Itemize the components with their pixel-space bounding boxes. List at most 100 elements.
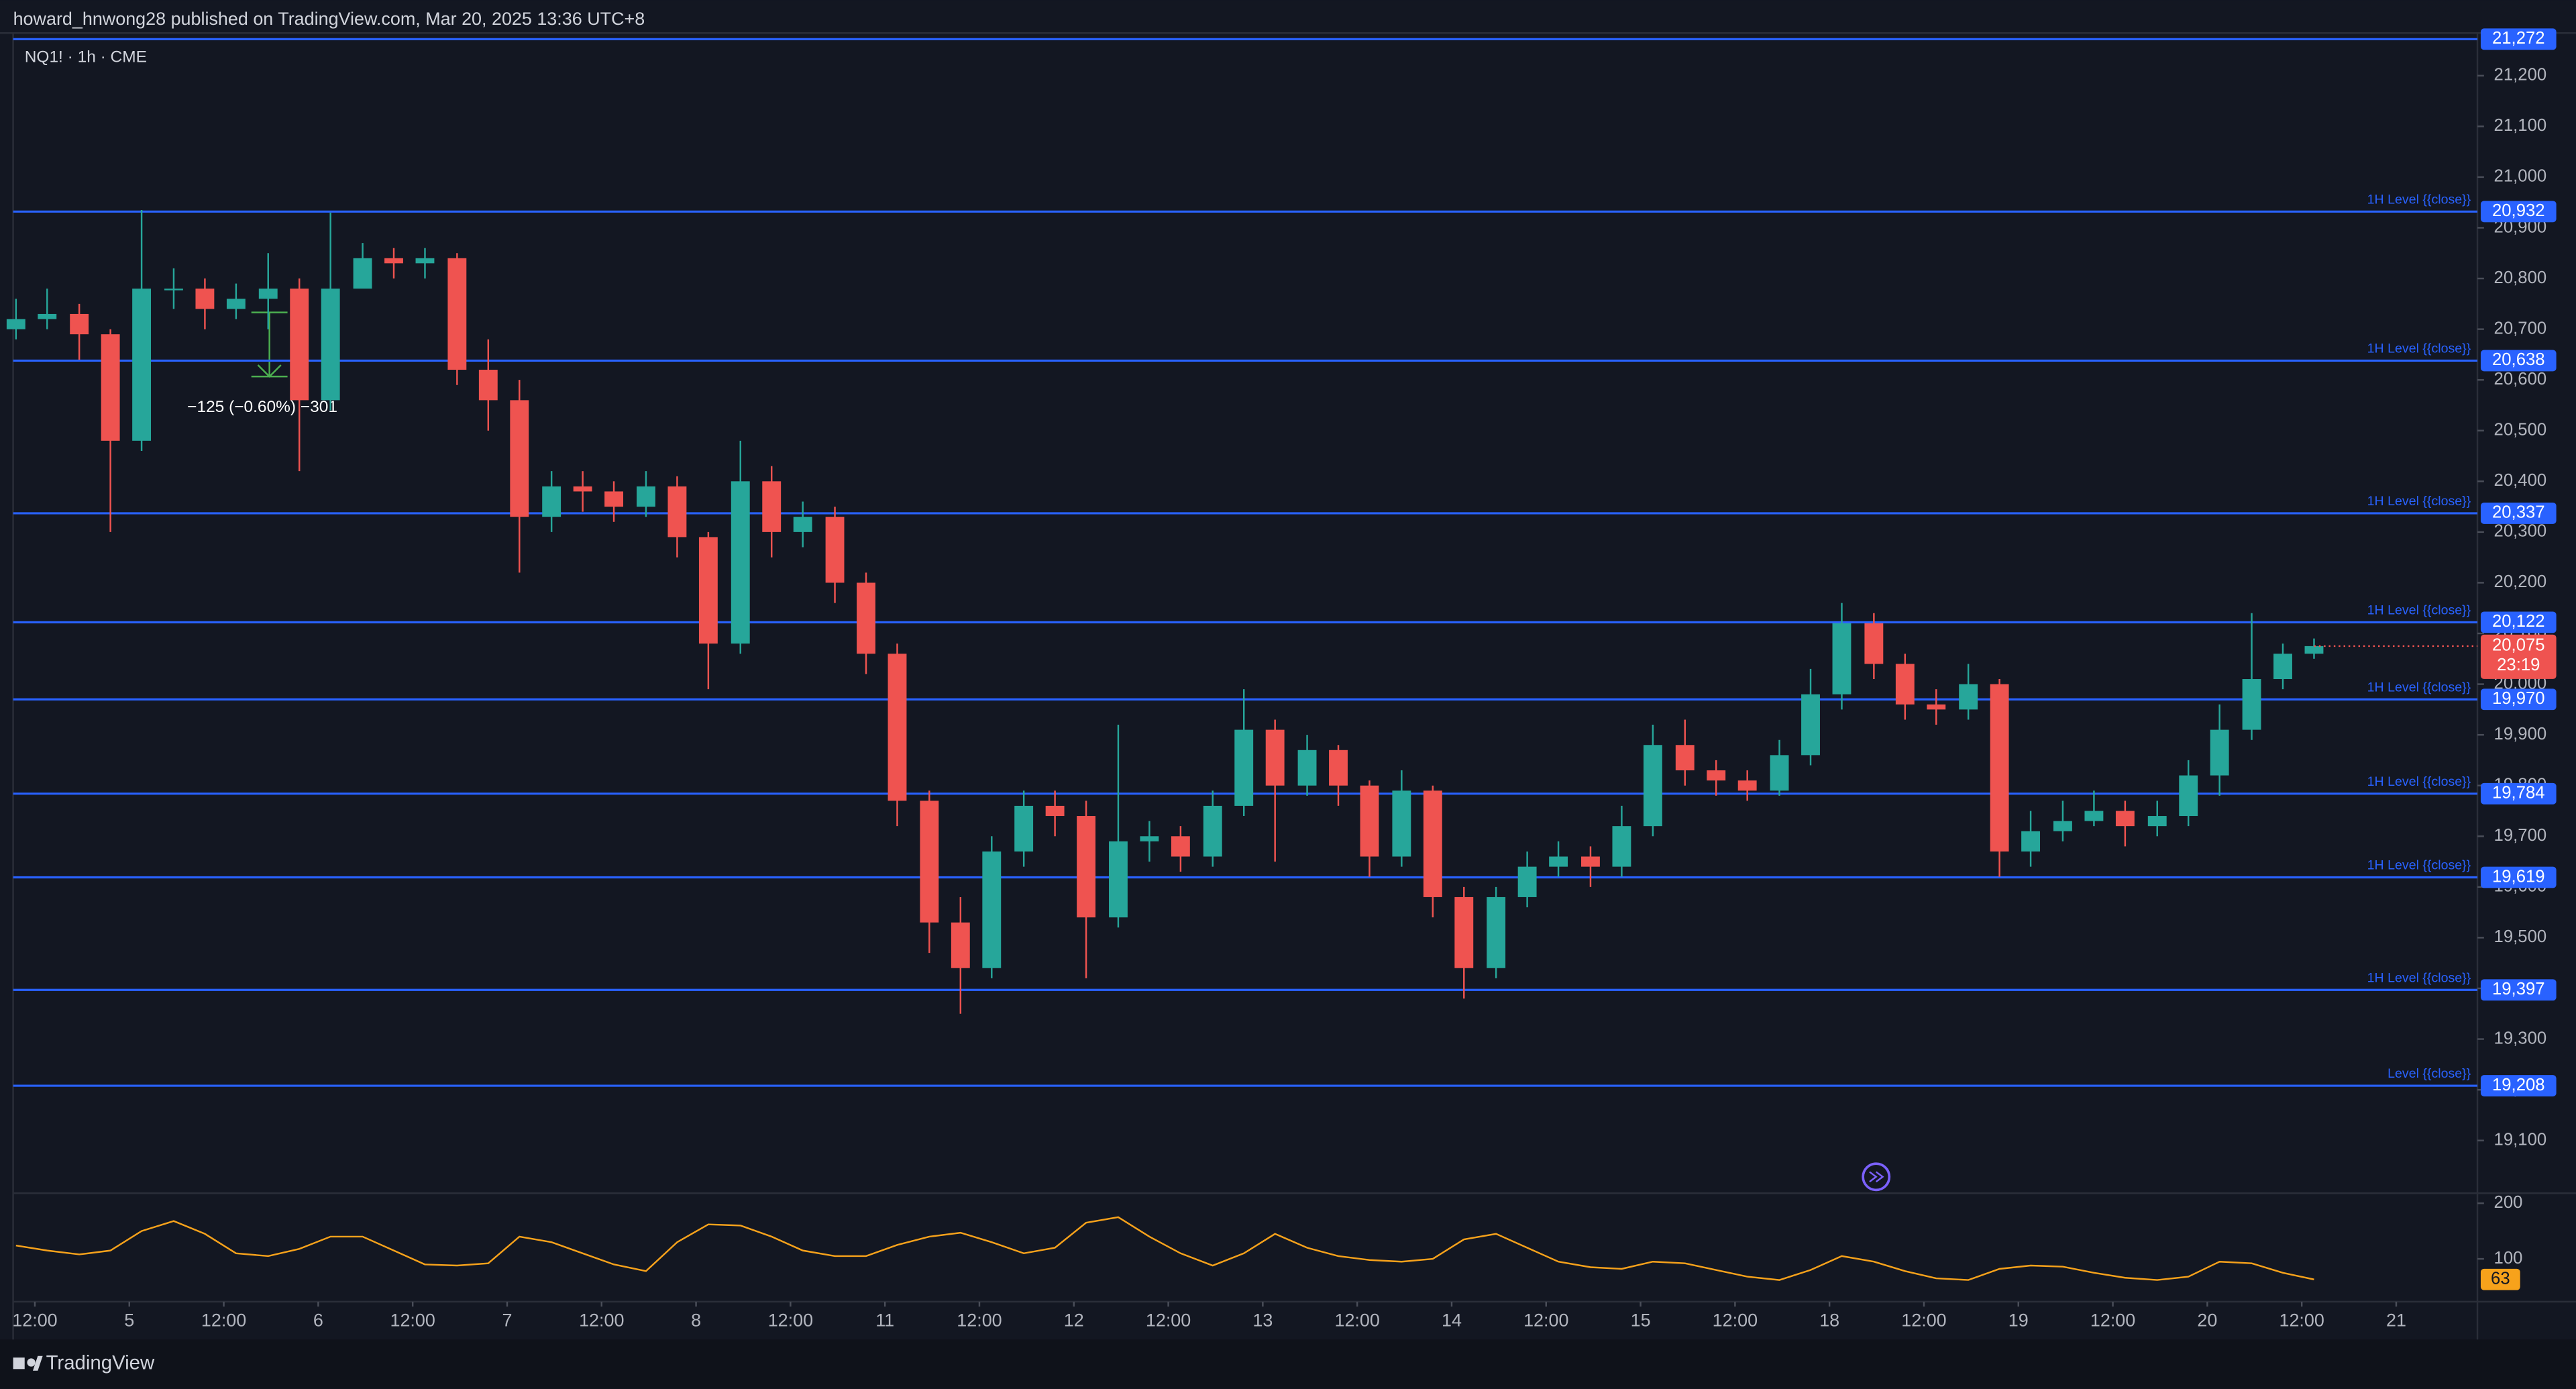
x-tick-label: 12:00 <box>12 1310 57 1330</box>
level-name: 1H Level {{close}} <box>2367 494 2471 509</box>
x-tick-label: 6 <box>313 1310 323 1330</box>
candle-body <box>1014 805 1034 852</box>
candle-body <box>1517 866 1537 897</box>
candle-body <box>2242 679 2261 730</box>
candle-body <box>1549 856 1568 867</box>
candle-body <box>698 537 718 644</box>
level-name: Level {{close}} <box>2387 1066 2471 1081</box>
level-name: 1H Level {{close}} <box>2367 774 2471 789</box>
x-tick-label: 7 <box>502 1310 512 1330</box>
candle-body <box>6 319 25 329</box>
x-tick-label: 12:00 <box>1146 1310 1191 1330</box>
candle-body <box>510 400 529 517</box>
candle-body <box>290 289 309 401</box>
y-tick-label: 21,100 <box>2494 116 2547 135</box>
candle-body <box>353 258 372 289</box>
x-tick-label: 20 <box>2197 1310 2217 1330</box>
level-name: 1H Level {{close}} <box>2367 341 2471 356</box>
x-tick-label: 21 <box>2386 1310 2406 1330</box>
level-name: 1H Level {{close}} <box>2367 603 2471 617</box>
indicator-line <box>15 1216 2314 1281</box>
candle-body <box>2084 811 2104 821</box>
x-tick-label: 18 <box>1819 1310 1839 1330</box>
candle-body <box>793 517 812 532</box>
replay-icon[interactable] <box>1862 1162 1891 1192</box>
footer-bar <box>0 1339 2576 1389</box>
candle-body <box>1423 790 1442 897</box>
candle-body <box>667 486 687 537</box>
x-tick-label: 11 <box>875 1310 894 1330</box>
level-name: 1H Level {{close}} <box>2367 680 2471 694</box>
symbol-title: NQ1! · 1h · CME <box>25 48 147 66</box>
measure-annotation: −125 (−0.60%) −301 <box>187 398 337 416</box>
publisher: howard_hnwong28 published on TradingView… <box>13 9 645 29</box>
candle-body <box>2304 646 2324 654</box>
candle-body <box>604 491 624 507</box>
x-tick-label: 12:00 <box>2279 1310 2324 1330</box>
x-tick-label: 19 <box>2008 1310 2029 1330</box>
candle-body <box>1581 856 1600 867</box>
level-name: 1H Level {{close}} <box>2367 192 2471 207</box>
candle-body <box>1140 836 1159 841</box>
level-price-box <box>2480 28 2557 50</box>
y-tick-label: 19,900 <box>2494 725 2547 743</box>
x-tick-label: 8 <box>691 1310 701 1330</box>
candle-body <box>2273 654 2292 680</box>
x-tick-label: 12:00 <box>957 1310 1002 1330</box>
y-tick-label: 21,000 <box>2494 167 2547 186</box>
candle-body <box>2021 831 2041 852</box>
measure-arrow <box>251 311 288 378</box>
candle-body <box>1360 785 1379 857</box>
indicator-tick-label: 100 <box>2494 1249 2523 1268</box>
candle-body <box>2210 729 2229 776</box>
candle-body <box>888 654 907 801</box>
candle-body <box>1895 664 1915 705</box>
indicator-value-label: 63 <box>2491 1270 2510 1288</box>
candle-body <box>2115 811 2135 827</box>
candle-body <box>101 334 120 441</box>
x-tick-label: 12:00 <box>579 1310 624 1330</box>
candle-body <box>132 289 152 441</box>
level-price-label: 19,397 <box>2492 980 2545 998</box>
footer-brand: TradingView <box>46 1352 155 1374</box>
y-tick-label: 19,100 <box>2494 1130 2547 1149</box>
candle-body <box>384 258 403 264</box>
level-price-box <box>2480 688 2557 711</box>
candle-body <box>1109 841 1128 918</box>
x-tick-label: 12:00 <box>1901 1310 1946 1330</box>
candle-body <box>164 289 183 291</box>
candle-body <box>415 258 435 264</box>
candle-body <box>478 370 498 401</box>
candle-body <box>1707 770 1726 781</box>
y-tick-label: 19,300 <box>2494 1029 2547 1047</box>
candle-body <box>1959 684 1978 710</box>
candle-body <box>38 313 57 319</box>
candle-body <box>920 801 939 923</box>
candle-body <box>1990 684 2009 852</box>
candle-body <box>1203 805 1222 857</box>
candle-body <box>1927 704 1946 710</box>
level-price-box <box>2480 866 2557 888</box>
candle-body <box>1864 623 1884 664</box>
candle-body <box>731 481 750 644</box>
level-price-box <box>2480 1075 2557 1096</box>
candle-body <box>1801 694 1820 756</box>
last-price-label: 20,075 <box>2492 636 2545 655</box>
y-tick-label: 20,700 <box>2494 319 2547 338</box>
level-name: 1H Level {{close}} <box>2367 858 2471 873</box>
level-price-box <box>2480 502 2557 524</box>
candle-body <box>1643 745 1662 827</box>
logo[interactable] <box>13 1355 43 1371</box>
y-tick-label: 21,200 <box>2494 66 2547 85</box>
candle-body <box>258 289 278 299</box>
x-tick-label: 12:00 <box>1523 1310 1568 1330</box>
x-tick-label: 15 <box>1631 1310 1651 1330</box>
candle-body <box>2179 775 2198 817</box>
indicator-value-box <box>2480 1268 2520 1290</box>
candle-body <box>1297 750 1317 786</box>
y-tick-label: 20,200 <box>2494 572 2547 591</box>
level-price-label: 20,337 <box>2492 503 2545 522</box>
